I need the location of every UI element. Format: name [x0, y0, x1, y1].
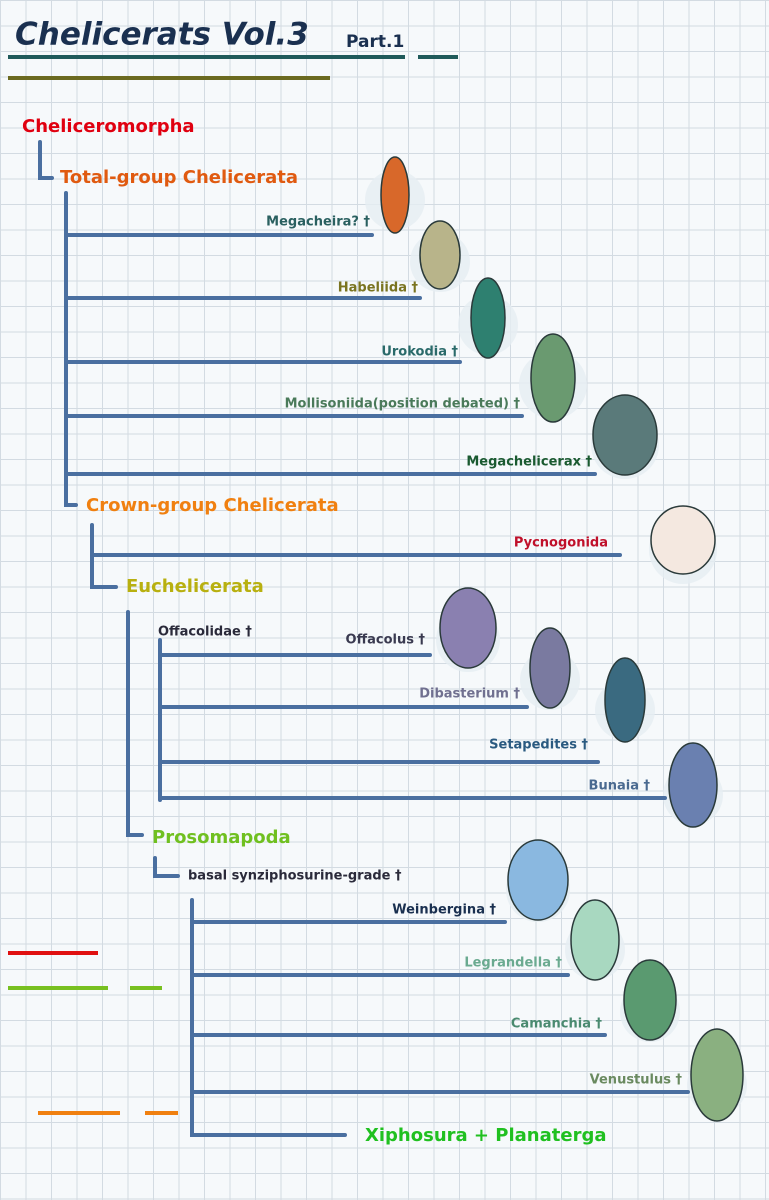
taxon-label: Legrandella † — [464, 956, 562, 971]
taxon-label: Mollisoniida(position debated) † — [285, 397, 521, 412]
clade-label: Total-group Chelicerata — [60, 167, 298, 188]
subtitle: Part.1 — [346, 32, 404, 52]
title: Chelicerats Vol.3 — [15, 17, 309, 53]
taxon-label: Habeliida † — [338, 281, 419, 296]
illustrations — [365, 156, 747, 1122]
taxon-label: Urokodia † — [381, 345, 458, 360]
taxon-label: basal synziphosurine-grade † — [188, 869, 402, 884]
taxon-label: Camanchia † — [511, 1017, 603, 1032]
taxon-label: Offacolidae † — [158, 625, 252, 640]
branches — [38, 140, 690, 1137]
taxon-label: Megachelicerax † — [466, 455, 592, 470]
taxon-label: Pycnogonida — [514, 536, 608, 551]
clade-label: Euchelicerata — [126, 576, 264, 597]
taxon-label: Setapedites † — [489, 738, 588, 753]
clade-label: Prosomapoda — [152, 827, 291, 848]
decor-lines — [8, 55, 458, 1115]
taxon-label: Weinbergina † — [392, 903, 496, 918]
clade-label: Crown-group Chelicerata — [86, 495, 339, 516]
taxon-label: Venustulus † — [590, 1073, 683, 1088]
clade-label: Xiphosura + Planaterga — [365, 1125, 606, 1146]
taxon-label: Offacolus † — [346, 633, 426, 648]
taxon-label: Bunaia † — [589, 779, 651, 794]
taxon-label: Megacheira? † — [266, 215, 370, 230]
taxon-label: Dibasterium † — [419, 687, 520, 702]
clade-label: Cheliceromorpha — [22, 116, 195, 137]
